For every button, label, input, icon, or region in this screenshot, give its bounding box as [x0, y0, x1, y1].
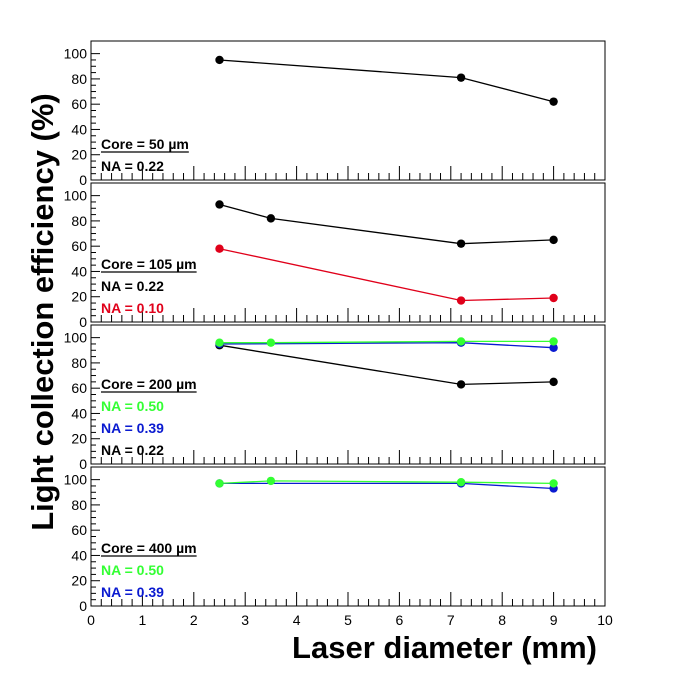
y-tick-label: 20: [71, 147, 87, 163]
y-tick-label: 60: [71, 96, 87, 112]
y-tick-label: 60: [71, 380, 87, 396]
data-point: [549, 377, 558, 387]
legend-entry: NA = 0.22: [101, 158, 164, 174]
panel-frame: [90, 40, 606, 181]
legend-entry: NA = 0.50: [101, 398, 164, 414]
legend-entry: NA = 0.10: [101, 300, 164, 316]
legend-entry: NA = 0.22: [101, 278, 164, 294]
data-point: [549, 337, 558, 346]
x-tick-label: 1: [139, 612, 147, 628]
legend-title: Core = 200 µm: [101, 376, 197, 392]
y-tick-label: 60: [71, 522, 87, 538]
x-tick-label: 5: [344, 612, 352, 628]
y-tick-label: 20: [71, 289, 87, 305]
data-point: [215, 200, 224, 209]
y-axis-title: Light collection efficiency (%): [25, 93, 60, 531]
data-point: [456, 477, 466, 487]
y-tick-label: 40: [71, 121, 87, 137]
data-point: [456, 296, 466, 305]
y-tick-label: 80: [71, 213, 87, 229]
y-tick-label: 80: [71, 71, 87, 87]
data-point: [215, 55, 224, 65]
series-line: [219, 203, 554, 245]
panel-frame: [90, 466, 606, 607]
x-tick-label: 9: [550, 612, 558, 628]
x-tick-label: 0: [87, 612, 95, 628]
y-tick-label: 100: [64, 188, 88, 204]
data-point: [456, 73, 466, 82]
y-tick-label: 0: [79, 172, 87, 188]
panel-4: 0 20 40 60 80 100 Core = 400 µm NA = 0.50 NA = 0…: [64, 466, 606, 614]
data-point: [456, 239, 466, 248]
y-tick-label: 100: [64, 46, 88, 62]
panel-frame: [90, 182, 606, 323]
y-tick-label: 0: [79, 314, 87, 330]
y-tick-label: 100: [64, 472, 88, 488]
data-point: [215, 479, 224, 488]
panel-3: 0 20 40 60 80 100 Core = 200 µm NA = 0.50 NA = 0…: [64, 324, 606, 472]
series-line: [219, 340, 554, 344]
y-tick-label: 20: [71, 573, 87, 589]
data-point: [549, 293, 558, 303]
panel-1: 0 20 40 60 80 100 Core = 50 µm NA = 0.22: [64, 40, 606, 188]
legend-entry: NA = 0.39: [101, 584, 164, 600]
y-tick-label: 0: [79, 598, 87, 614]
data-point: [215, 338, 224, 347]
data-point: [266, 476, 276, 486]
legend-entry: NA = 0.22: [101, 442, 164, 458]
y-tick-label: 0: [79, 456, 87, 472]
panel-2: 0 20 40 60 80 100 Core = 105 µm NA = 0.22 NA = 0…: [64, 182, 606, 330]
y-tick-label: 40: [71, 263, 87, 279]
data-point: [456, 337, 466, 346]
legend-entry: NA = 0.39: [101, 420, 164, 436]
data-point: [549, 235, 558, 245]
data-point: [266, 338, 276, 347]
series-line: [219, 480, 554, 485]
data-point: [549, 97, 558, 106]
data-point: [215, 244, 224, 253]
x-tick-label: 6: [396, 612, 404, 628]
legend-title: Core = 105 µm: [101, 256, 197, 272]
y-tick-label: 80: [71, 355, 87, 371]
x-tick-label: 3: [241, 612, 249, 628]
legend-title: Core = 400 µm: [101, 540, 197, 556]
y-tick-label: 40: [71, 405, 87, 421]
x-tick-label: 8: [498, 612, 506, 628]
x-tick-label: 4: [293, 612, 301, 628]
data-point: [549, 479, 558, 488]
panel-frame: [90, 324, 606, 465]
x-tick-label: 10: [597, 612, 613, 628]
data-point: [549, 343, 558, 352]
legend-title: Core = 50 µm: [101, 136, 189, 152]
y-tick-label: 20: [71, 431, 87, 447]
y-tick-label: 100: [64, 330, 88, 346]
legend-entry: NA = 0.50: [101, 562, 164, 578]
data-point: [456, 380, 466, 389]
y-tick-label: 60: [71, 238, 87, 254]
x-tick-label: 7: [447, 612, 455, 628]
y-tick-label: 40: [71, 547, 87, 563]
x-tick-label: 2: [190, 612, 198, 628]
y-tick-label: 80: [71, 497, 87, 513]
data-point: [266, 214, 276, 223]
x-axis-title: Laser diameter (mm): [292, 630, 597, 665]
